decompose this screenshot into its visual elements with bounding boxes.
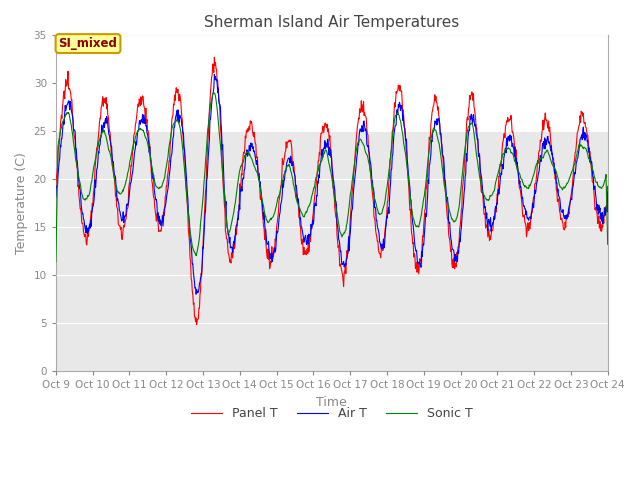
Air T — [296, 216, 304, 221]
Air T — [52, 194, 60, 200]
Panel T — [483, 224, 491, 229]
Sonic T — [604, 241, 612, 247]
Air T — [276, 209, 284, 215]
Sonic T — [108, 163, 116, 168]
Title: Sherman Island Air Temperatures: Sherman Island Air Temperatures — [204, 15, 460, 30]
Sonic T — [493, 176, 500, 182]
Air T — [493, 201, 501, 207]
Line: Panel T: Panel T — [56, 57, 608, 324]
Sonic T — [296, 205, 303, 211]
Line: Sonic T: Sonic T — [56, 93, 608, 262]
Legend: Panel T, Air T, Sonic T: Panel T, Air T, Sonic T — [186, 402, 477, 425]
Panel T — [296, 223, 304, 228]
Air T — [432, 120, 440, 126]
Air T — [604, 189, 612, 195]
Y-axis label: Temperature (C): Temperature (C) — [15, 152, 28, 254]
Sonic T — [276, 192, 284, 197]
Air T — [192, 291, 200, 297]
Line: Air T: Air T — [56, 74, 608, 294]
Panel T — [432, 94, 440, 99]
Panel T — [108, 155, 116, 160]
X-axis label: Time: Time — [316, 396, 347, 408]
Bar — [56, 275, 608, 371]
Air T — [483, 220, 491, 226]
Air T — [108, 156, 116, 161]
Panel T — [604, 183, 612, 189]
Sonic T — [431, 127, 439, 133]
Bar — [56, 131, 608, 275]
Air T — [211, 72, 218, 77]
Sonic T — [52, 259, 60, 265]
Panel T — [276, 189, 284, 195]
Panel T — [493, 191, 501, 197]
Panel T — [211, 54, 218, 60]
Text: SI_mixed: SI_mixed — [59, 37, 118, 50]
Sonic T — [483, 197, 490, 203]
Panel T — [193, 322, 200, 327]
Sonic T — [210, 90, 218, 96]
Panel T — [52, 183, 60, 189]
